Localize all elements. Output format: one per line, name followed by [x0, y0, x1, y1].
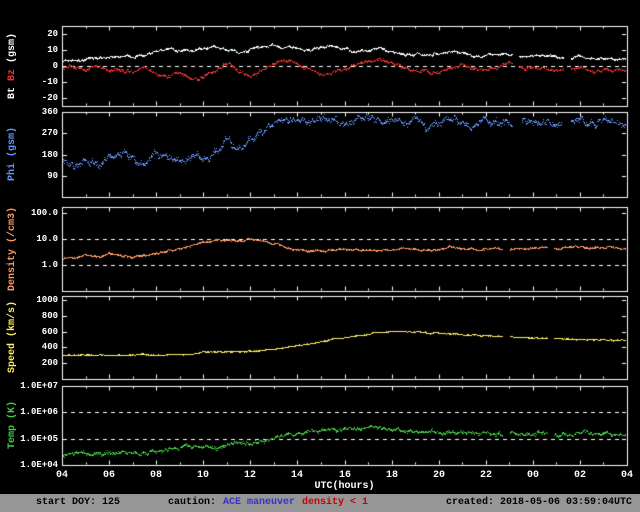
x-axis-title: UTC(hours): [314, 481, 375, 492]
y-tick-label-density: 10.0: [36, 234, 58, 244]
start-doy-label: start DOY: 125: [36, 497, 121, 508]
y-tick-label-mag: -10: [41, 77, 58, 87]
x-tick-label: 06: [102, 470, 115, 481]
x-tick-label: 04: [55, 470, 68, 481]
x-tick-label: 16: [338, 470, 351, 481]
y-tick-label-speed: 200: [41, 358, 58, 368]
y-tick-label-speed: 800: [41, 311, 58, 321]
y-tick-label-temp: 1.0E+07: [20, 381, 58, 391]
y-tick-label-mag: -20: [41, 93, 58, 103]
y-tick-label-temp: 1.0E+04: [20, 460, 58, 470]
caution-note: caution: ACE maneuver density < 1: [168, 497, 375, 508]
x-tick-label: 02: [573, 470, 586, 481]
y-tick-label-density: 100.0: [30, 208, 58, 218]
y-axis-label-temp: Temp (K): [7, 401, 18, 450]
ace-maneuver-note: ACE maneuver: [223, 497, 296, 508]
created-timestamp: created: 2018-05-06 03:59:04UTC: [445, 497, 632, 508]
y-tick-label-speed: 1000: [36, 295, 58, 305]
y-tick-label-mag: 20: [47, 29, 58, 39]
footer-bar: start DOY: 125 caution: ACE maneuver densi…: [0, 494, 640, 512]
x-tick-label: 14: [290, 470, 303, 481]
x-tick-label: 10: [196, 470, 209, 481]
x-tick-label: 08: [149, 470, 162, 481]
y-tick-label-temp: 1.0E+05: [20, 434, 58, 444]
y-tick-label-speed: 400: [41, 342, 58, 352]
density-warning-note: density < 1: [302, 497, 369, 508]
caution-label: caution:: [168, 497, 217, 508]
y-tick-label-phi: 90: [47, 171, 58, 181]
y-tick-label-mag: 10: [47, 45, 58, 55]
y-tick-label-phi: 180: [41, 150, 58, 160]
y-tick-label-density: 1.0: [41, 260, 58, 270]
y-tick-label-speed: 600: [41, 327, 58, 337]
x-tick-label: 04: [620, 470, 633, 481]
x-tick-label: 20: [432, 470, 445, 481]
x-tick-label: 12: [243, 470, 256, 481]
x-tick-label: 00: [526, 470, 539, 481]
y-tick-label-phi: 360: [41, 107, 58, 117]
y-tick-label-phi: 270: [41, 128, 58, 138]
y-tick-label-mag: 0: [52, 61, 58, 71]
y-tick-label-temp: 1.0E+06: [20, 407, 58, 417]
x-tick-label: 18: [385, 470, 398, 481]
x-tick-label: 22: [479, 470, 492, 481]
